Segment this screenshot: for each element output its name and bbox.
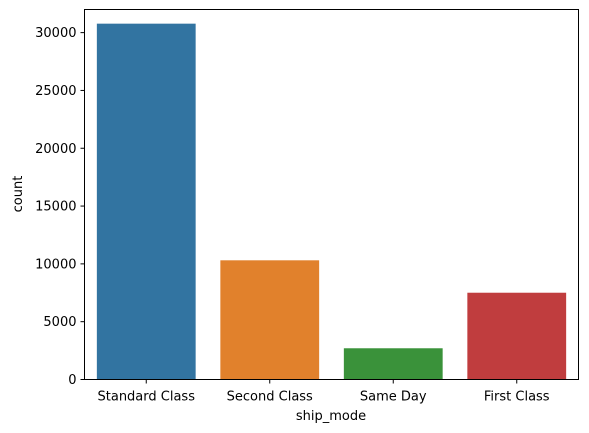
y-tick-label: 0 <box>68 373 76 388</box>
x-tick-label: Standard Class <box>98 390 196 405</box>
bar-same-day <box>343 348 443 380</box>
y-tick-label: 5000 <box>43 315 76 330</box>
x-tick-label: Second Class <box>227 390 313 405</box>
y-axis-label: count <box>11 176 26 213</box>
x-tick-label: First Class <box>484 390 550 405</box>
bar-second-class <box>220 260 320 380</box>
y-tick-label: 20000 <box>35 142 76 157</box>
bar-first-class <box>467 292 567 380</box>
y-tick-label: 10000 <box>35 257 76 272</box>
x-tick-label: Same Day <box>360 390 427 405</box>
x-axis: Standard Class Second Class Same Day First … <box>98 379 550 405</box>
y-axis: 0 5000 10000 15000 20000 25000 30000 <box>35 26 85 388</box>
y-tick-label: 15000 <box>35 200 76 215</box>
x-axis-label: ship_mode <box>296 409 366 424</box>
y-tick-label: 25000 <box>35 84 76 99</box>
bars-group <box>96 23 567 380</box>
y-tick-label: 30000 <box>35 26 76 41</box>
plot-frame <box>84 9 579 380</box>
bar-standard-class <box>96 23 196 380</box>
